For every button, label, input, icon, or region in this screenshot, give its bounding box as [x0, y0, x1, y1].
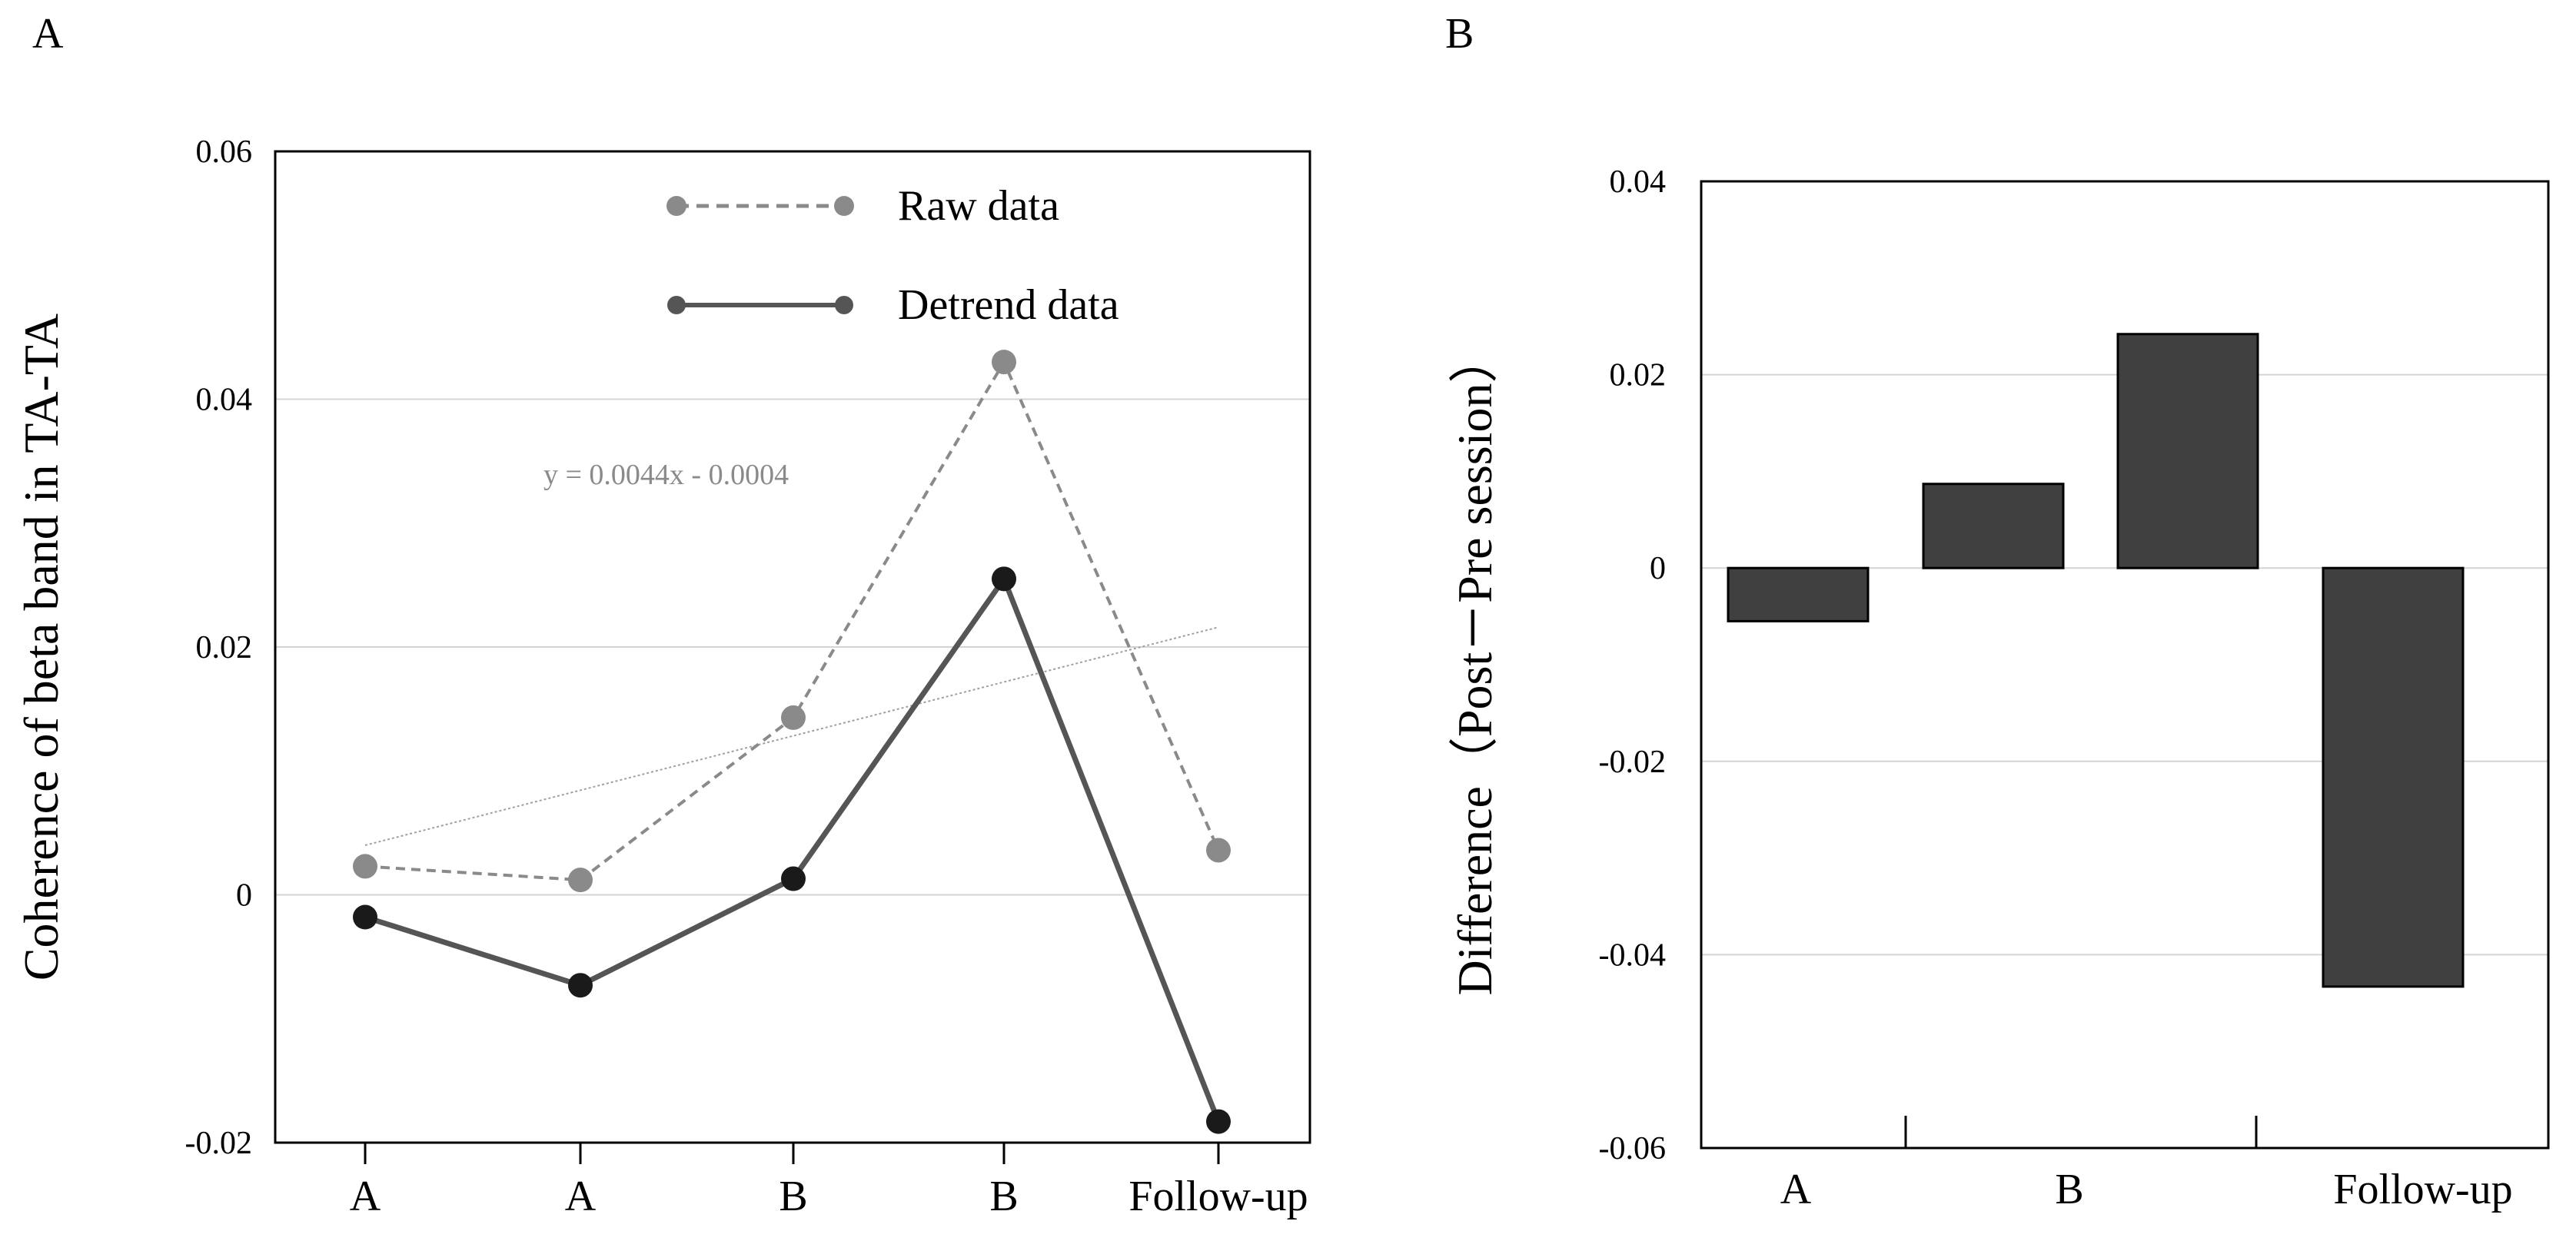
panel-a-y-axis-title: Coherence of beta band in TA-TA: [14, 314, 68, 981]
raw-data-point: [1206, 838, 1231, 863]
detrend-data-point: [781, 866, 806, 891]
panel-a-series: [353, 350, 1231, 1134]
y-tick-label: 0.02: [1610, 358, 1667, 393]
y-tick-label: -0.04: [1599, 937, 1667, 973]
x-tick-label: A: [350, 1173, 381, 1220]
y-tick-label: -0.06: [1599, 1131, 1667, 1166]
y-tick-label: -0.02: [1599, 745, 1667, 780]
bar: [1727, 566, 1870, 622]
panel-b-label: B: [1445, 10, 1474, 58]
panel-a-y-axis: -0.02 0 0.02 0.04 0.06: [185, 134, 253, 1161]
bar: [2116, 333, 2259, 569]
trendline-equation: y = 0.0044x - 0.0004: [543, 459, 789, 491]
raw-data-point: [992, 350, 1016, 375]
detrend-data-point: [353, 904, 377, 930]
panel-b-plot-frame: [1700, 180, 2550, 1150]
y-tick-label: -0.02: [185, 1126, 253, 1161]
panel-b-chart: -0.06 -0.04 -0.02 0 0.02 0.04 A B Follow-up Dif…: [1448, 164, 2550, 1213]
legend-detrend-label: Detrend data: [898, 281, 1119, 329]
panel-a-chart: y = 0.0044x - 0.0004 -0.0200.020.040.06 …: [14, 134, 1311, 1220]
x-tick-label: B: [2055, 1166, 2083, 1213]
x-tick-label: B: [989, 1173, 1018, 1220]
x-tick-label: B: [779, 1173, 807, 1220]
legend-raw-marker-right: [834, 196, 854, 216]
raw-data-point: [781, 705, 806, 730]
legend-raw-marker-left: [666, 196, 686, 216]
x-tick-label: A: [1780, 1166, 1812, 1213]
panel-a-label: A: [32, 10, 64, 58]
x-tick-label: A: [565, 1173, 597, 1220]
raw-data-point: [353, 854, 377, 879]
panel-b-y-axis: -0.06 -0.04 -0.02 0 0.02 0.04: [1599, 164, 1667, 1166]
legend-raw-label: Raw data: [898, 182, 1059, 230]
y-tick-label: 0.04: [196, 383, 253, 418]
legend: Raw data Detrend data: [666, 182, 1119, 329]
y-tick-label: 0.06: [196, 134, 253, 170]
legend-detrend-marker-right: [835, 296, 853, 314]
panel-a-trend: y = 0.0044x - 0.0004: [364, 459, 1219, 846]
y-tick-label: 0.04: [1610, 164, 1667, 200]
x-tick-label: Follow-up: [2333, 1166, 2512, 1213]
legend-detrend-marker-left: [667, 296, 686, 314]
y-tick-label: 0: [1650, 551, 1666, 586]
detrend-data-point: [1206, 1109, 1231, 1134]
panel-a-gridlines: [275, 398, 1310, 896]
bar: [2322, 566, 2465, 988]
panel-b-x-axis: A B Follow-up: [1780, 1116, 2513, 1213]
detrend-data-point: [992, 566, 1016, 592]
y-tick-label: 0.02: [196, 630, 253, 665]
bar: [1922, 483, 2065, 569]
panel-b-y-axis-title: Difference（Post－Pre session）: [1448, 334, 1502, 996]
panel-b-bars: [1727, 333, 2465, 988]
detrend-data-point: [568, 973, 593, 998]
trendline: [364, 626, 1219, 846]
panel-a-x-axis: A A B B Follow-up: [350, 1143, 1308, 1220]
y-tick-label: 0: [236, 878, 252, 914]
raw-data-point: [568, 868, 593, 893]
x-tick-label: Follow-up: [1128, 1173, 1308, 1220]
